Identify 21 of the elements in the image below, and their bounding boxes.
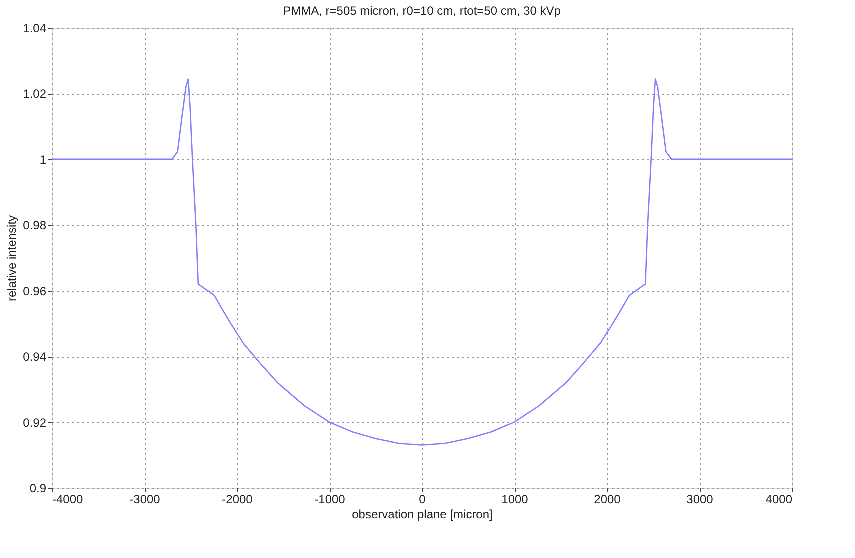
y-tick-label: 1.04: [23, 22, 47, 36]
y-tick-label: 1.02: [23, 87, 47, 102]
y-tick-label: 1: [40, 152, 47, 167]
x-tick-label: -4000: [52, 492, 84, 506]
x-tick-label: 2000: [594, 492, 622, 506]
x-axis-title: observation plane [micron]: [352, 508, 493, 522]
y-tick-label: 0.96: [23, 284, 47, 298]
x-tick-label: -2000: [222, 492, 254, 506]
x-tick-label: 1000: [502, 492, 529, 506]
x-tick-label: 4000: [766, 492, 793, 506]
y-tick-label: 0.9: [30, 482, 47, 496]
y-tick-label: 0.94: [23, 350, 47, 364]
chart-title: PMMA, r=505 micron, r0=10 cm, rtot=50 cm, 30 kVp: [283, 4, 562, 18]
line-series: [51, 78, 793, 446]
x-tick-label: 3000: [686, 492, 714, 506]
y-tick-label: 0.98: [23, 218, 47, 233]
y-tick-label: 0.92: [23, 416, 47, 430]
x-tick-label: -1000: [314, 492, 346, 506]
x-tick-label: -3000: [130, 492, 161, 506]
x-tick-label: 0: [419, 492, 426, 506]
y-axis-title: relative intensity: [5, 215, 20, 302]
